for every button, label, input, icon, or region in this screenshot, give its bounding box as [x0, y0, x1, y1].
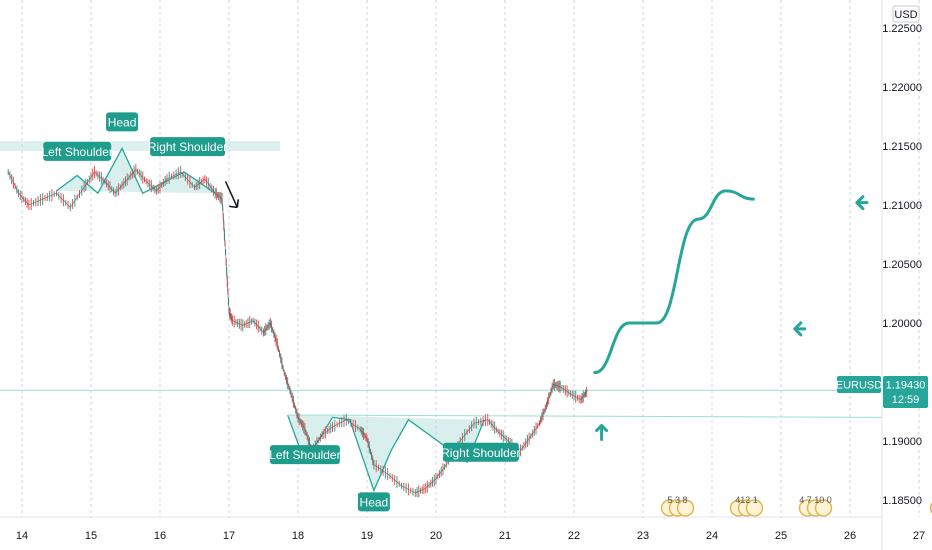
time-tick-label: 20	[430, 530, 442, 542]
pattern-label[interactable]: Head	[357, 492, 390, 512]
pattern-label-text: Left Shoulder	[42, 145, 113, 159]
top-pattern-area	[56, 148, 216, 194]
pattern-drawings	[0, 141, 883, 493]
pattern-label[interactable]: Head	[106, 112, 139, 132]
pattern-label-text: Left Shoulder	[269, 448, 340, 462]
time-tick-label: 14	[16, 530, 28, 542]
price-tick-label: 1.22000	[882, 82, 922, 94]
pattern-label-bg	[106, 112, 139, 132]
countdown-label: 12:59	[892, 394, 920, 406]
price-tick-label: 1.18500	[882, 495, 922, 507]
grid	[0, 0, 920, 517]
price-tick-label: 1.19000	[882, 436, 922, 448]
pattern-label-bg	[357, 492, 390, 512]
price-axis[interactable]: 1.22500 1.22000 1.21500 1.21000 1.20500 1.200…	[881, 0, 922, 550]
currency-badge: USD	[892, 5, 920, 23]
flag-icon	[745, 499, 764, 517]
pattern-label-bg	[442, 442, 519, 462]
price-tick-label: 1.21000	[882, 200, 922, 212]
event-marker[interactable]: 5 3 8	[660, 495, 695, 517]
last-price-tag: EURUSD 1.19430 12:59	[836, 376, 928, 408]
event-marker[interactable]: 4 7 10 0	[798, 495, 833, 517]
left-arrow-icon	[793, 321, 807, 337]
time-tick-label: 23	[637, 530, 649, 542]
pattern-label-text: Right Shoulder	[441, 446, 520, 460]
price-tick-label: 1.20500	[882, 259, 922, 271]
time-tick-label: 17	[223, 530, 235, 542]
price-line	[7, 168, 589, 494]
resistance-zone	[0, 141, 280, 151]
event-text: 5 3 8	[667, 495, 687, 505]
up-arrow-icon	[595, 424, 609, 442]
pattern-label-text: Head	[360, 495, 389, 509]
pattern-label[interactable]: Left Shoulder	[269, 445, 341, 465]
currency-label: USD	[894, 9, 917, 21]
pattern-label[interactable]: Left Shoulder	[42, 141, 113, 161]
bottom-pattern-area	[287, 415, 485, 491]
price-tick-label: 1.20000	[882, 318, 922, 330]
pattern-labels: Left Shoulder Head Right Shoulder Left Shou…	[42, 112, 521, 512]
time-tick-label: 16	[154, 530, 166, 542]
time-tick-label: 18	[292, 530, 304, 542]
symbol-label: EURUSD	[836, 380, 883, 392]
pattern-label-bg	[269, 445, 340, 465]
time-tick-label: 15	[85, 530, 97, 542]
last-price-label: 1.19430	[886, 380, 926, 392]
time-tick-label: 24	[706, 530, 718, 542]
pattern-label-text: Head	[108, 115, 137, 129]
time-axis[interactable]: 1415161718192021222324252627282930	[0, 516, 932, 542]
pattern-label[interactable]: Right Shoulder	[148, 137, 227, 157]
pattern-label[interactable]: Right Shoulder	[441, 442, 521, 462]
left-arrow-icon	[855, 195, 869, 211]
pattern-label-text: Right Shoulder	[148, 140, 227, 154]
flag-icon	[676, 499, 695, 517]
event-text: 4 7 10 0	[799, 495, 832, 505]
time-tick-label: 21	[499, 530, 511, 542]
projection-path	[593, 189, 869, 442]
pattern-label-bg	[43, 141, 112, 161]
time-tick-label: 27	[913, 530, 925, 542]
down-arrow-icon	[224, 181, 240, 209]
pattern-label-bg	[150, 137, 226, 157]
projection-curve	[593, 189, 755, 375]
event-marker[interactable]: 412 1	[729, 495, 764, 517]
time-tick-label: 26	[844, 530, 856, 542]
time-tick-label: 25	[775, 530, 787, 542]
neckline	[287, 414, 883, 418]
price-tick-label: 1.21500	[882, 141, 922, 153]
time-tick-label: 19	[361, 530, 373, 542]
event-text: 412 1	[735, 495, 758, 505]
top-pattern-line	[56, 146, 216, 195]
flag-icon	[814, 499, 833, 517]
time-tick-label: 22	[568, 530, 580, 542]
price-tick-label: 1.22500	[882, 23, 922, 35]
